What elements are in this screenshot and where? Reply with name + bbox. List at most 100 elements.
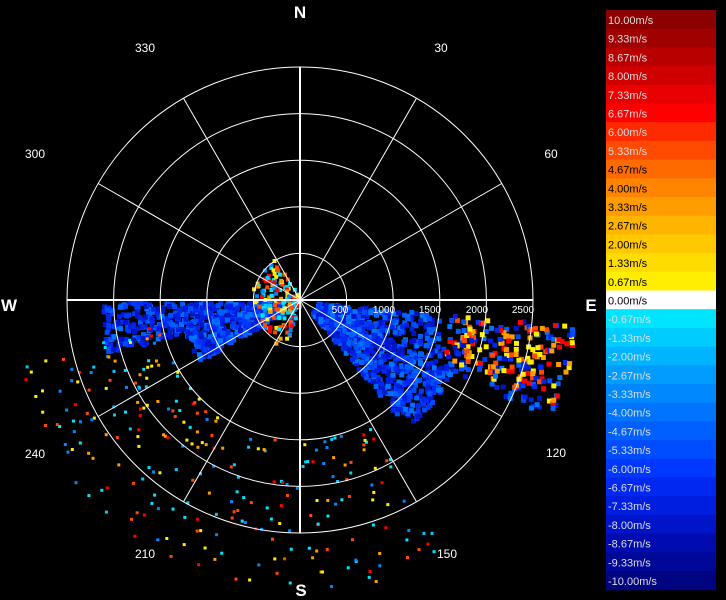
azimuth-label-60: 60 (544, 147, 558, 161)
echo-cell (396, 379, 402, 385)
echo-cell (407, 394, 413, 400)
echo-cell (427, 327, 432, 333)
echo-cell (385, 377, 391, 383)
colorbar-tick-label: -0.67m/s (608, 314, 651, 326)
echo-cell (392, 343, 398, 348)
echo-cell (287, 332, 292, 337)
echo-cell (553, 402, 559, 408)
echo-cell (349, 460, 353, 464)
echo-cell (195, 314, 200, 319)
south-label: S (295, 581, 306, 600)
colorbar-swatch (606, 365, 716, 385)
echo-cell (244, 314, 250, 320)
echo-cell (228, 300, 234, 306)
echo-cell (508, 352, 514, 358)
echo-cell (249, 322, 255, 328)
echo-cell (275, 288, 280, 293)
echo-cell (153, 493, 157, 497)
range-label-2000: 2000 (466, 305, 489, 316)
echo-cell (346, 318, 352, 324)
echo-cell (406, 390, 412, 396)
echo-cell (331, 328, 336, 334)
echo-cell (252, 287, 257, 292)
echo-cell (137, 385, 141, 389)
echo-cell (213, 557, 217, 561)
echo-cell (87, 451, 91, 455)
echo-cell (354, 558, 358, 562)
echo-cell (375, 336, 381, 342)
colorbar-swatch (606, 514, 716, 535)
echo-cell (555, 381, 561, 387)
echo-cell (70, 448, 74, 451)
echo-cell (132, 311, 138, 317)
echo-cell (346, 313, 352, 319)
echo-cell (361, 324, 367, 330)
echo-cell (166, 303, 172, 309)
echo-cell (29, 370, 33, 374)
echo-cell (218, 320, 224, 326)
echo-cell (287, 302, 292, 307)
echo-cell (367, 575, 371, 579)
echo-cell (449, 362, 455, 368)
echo-cell (452, 358, 458, 364)
echo-cell (402, 312, 408, 318)
echo-cell (534, 331, 539, 337)
echo-cell (498, 325, 504, 330)
echo-cell (364, 342, 370, 348)
echo-cell (260, 318, 265, 323)
echo-cell (424, 343, 430, 348)
colorbar-swatch (606, 253, 716, 273)
echo-cell (208, 320, 214, 325)
echo-cell (365, 440, 368, 444)
echo-cell (239, 321, 245, 327)
echo-cell (330, 437, 334, 441)
colorbar-swatch (606, 197, 716, 217)
echo-cell (364, 356, 370, 362)
echo-cell (276, 268, 281, 273)
echo-cell (200, 315, 206, 321)
echo-cell (399, 351, 405, 357)
echo-cell (202, 306, 208, 312)
west-label: W (1, 296, 18, 315)
echo-cell (556, 337, 562, 342)
echo-cell (229, 465, 233, 469)
echo-cell (334, 339, 340, 344)
echo-cell (441, 346, 447, 352)
echo-cell (243, 329, 249, 335)
echo-cell (225, 300, 231, 306)
echo-cell (413, 323, 419, 329)
range-label-1500: 1500 (419, 305, 442, 316)
colorbar-tick-label: 4.00m/s (608, 183, 648, 195)
velocity-echo-layer (24, 259, 576, 592)
echo-cell (271, 315, 276, 320)
echo-cell (279, 296, 284, 301)
echo-cell (277, 316, 282, 321)
echo-cell (501, 356, 507, 362)
echo-cell (346, 566, 350, 570)
echo-cell (436, 367, 442, 373)
echo-cell (526, 324, 532, 330)
echo-cell (325, 318, 330, 324)
echo-cell (461, 319, 467, 325)
echo-cell (342, 345, 348, 351)
echo-cell (363, 438, 367, 442)
echo-cell (191, 348, 197, 354)
echo-cell (371, 379, 376, 384)
echo-cell (198, 331, 204, 336)
echo-cell (372, 322, 377, 328)
echo-cell (459, 366, 464, 372)
azimuth-spoke-150 (299, 299, 417, 503)
echo-cell (113, 413, 116, 417)
echo-cell (216, 416, 220, 420)
echo-cell (206, 353, 212, 359)
echo-cell (390, 339, 396, 345)
echo-cell (113, 359, 117, 363)
echo-cell (534, 402, 540, 408)
echo-cell (437, 350, 443, 356)
echo-cell (106, 327, 111, 332)
echo-cell (245, 322, 251, 328)
echo-cell (143, 314, 149, 320)
echo-cell (203, 546, 207, 550)
echo-cell (417, 360, 423, 366)
echo-cell (138, 300, 144, 306)
